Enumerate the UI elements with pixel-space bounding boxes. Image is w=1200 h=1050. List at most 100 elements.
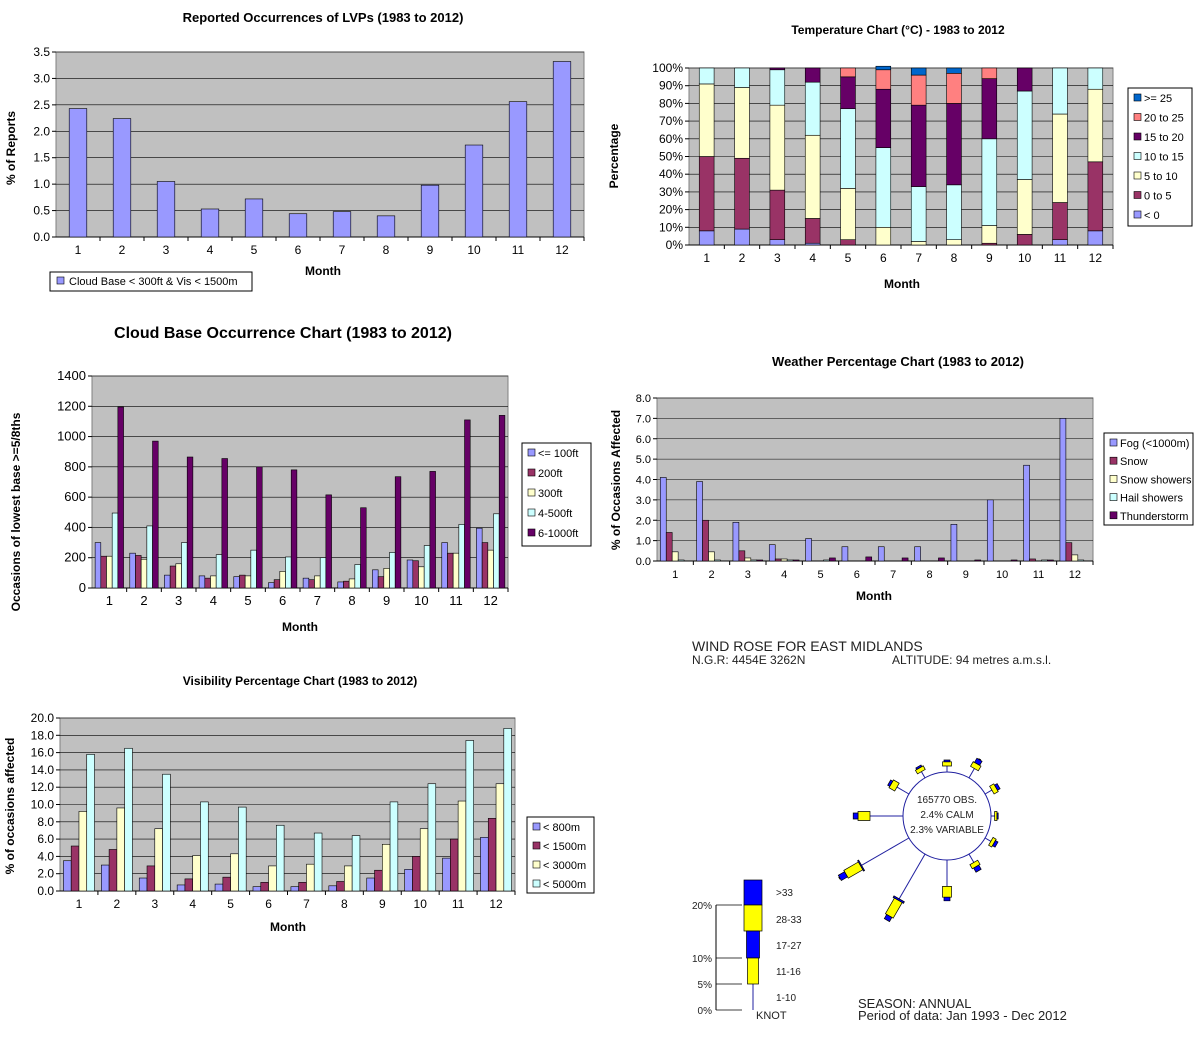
temp-y-axis-label: Percentage: [607, 123, 621, 188]
weather-y-axis-label: % of Occasions Affected: [609, 410, 623, 550]
temp-bar: [698, 156, 715, 232]
scale-tick-label: 10%: [692, 954, 712, 965]
vis-y-tick-label: 6.0: [37, 832, 54, 846]
temp-x-tick-label: 10: [1018, 251, 1032, 265]
cloud-bar: [279, 571, 286, 589]
wind-rose-bar-segment: [857, 811, 871, 821]
temp-x-tick-label: 4: [809, 251, 816, 265]
cloud-bar: [383, 568, 390, 589]
wind-rose-bar-segment: [888, 779, 900, 792]
cloud-bar: [221, 458, 228, 589]
lvp-x-tick-label: 12: [555, 243, 569, 257]
cloud-bar: [106, 555, 113, 589]
vis-bar: [389, 801, 399, 892]
vis-y-tick-label: 16.0: [31, 746, 55, 760]
vis-x-tick-label: 8: [341, 897, 348, 911]
vis-bar: [162, 773, 171, 892]
cloud-x-tick-label: 2: [140, 593, 147, 608]
weather-legend-label: Fog (<1000m): [1120, 438, 1189, 450]
wind-rose-bar-segment: [991, 840, 999, 848]
weather-bar: [677, 559, 685, 562]
cloud-bar: [412, 560, 419, 589]
lvp-y-tick-label: 3.0: [33, 71, 50, 85]
cloud-bar: [308, 579, 315, 589]
cloud-x-tick-label: 6: [279, 593, 286, 608]
cloud-bar: [389, 552, 396, 589]
vis-bar: [276, 824, 285, 892]
vis-bar: [450, 838, 459, 892]
lvp-bar: [332, 211, 352, 238]
temp-bar: [1052, 239, 1068, 246]
cloud-legend-label: 4-500ft: [538, 508, 572, 520]
wind-rose-center-text: 165770 OBS.: [917, 795, 977, 806]
weather-bar: [671, 551, 679, 562]
cloud-bar: [164, 574, 171, 589]
weather-bar: [702, 519, 709, 562]
lvp-bar: [508, 101, 528, 238]
weather-bar: [805, 538, 812, 562]
vis-x-tick-label: 5: [227, 897, 234, 911]
cloud-bar: [487, 549, 494, 589]
vis-y-tick-label: 2.0: [37, 867, 54, 881]
cloud-bar: [239, 574, 246, 589]
vis-bar: [176, 884, 186, 892]
weather-x-tick-label: 3: [745, 569, 751, 581]
weather-legend: [1103, 432, 1194, 526]
wind-rose-spoke: [984, 789, 993, 795]
vis-bar: [116, 807, 125, 892]
temp-bar: [840, 188, 856, 240]
vis-x-tick-label: 11: [452, 897, 465, 911]
vis-bar: [480, 837, 489, 892]
weather-bar: [1071, 554, 1079, 562]
temp-bar: [875, 69, 892, 90]
temperature-chart: Temperature Chart (°C) - 1983 to 2012 0% 1…: [607, 23, 1193, 291]
vis-x-tick-label: 7: [303, 897, 310, 911]
cloud-y-tick-label: 1000: [57, 429, 86, 444]
temp-legend-swatch: [1133, 132, 1142, 141]
vis-y-axis-label: % of occasions affected: [3, 738, 17, 875]
vis-y-tick-label: 4.0: [37, 849, 54, 863]
temp-bar: [910, 241, 927, 246]
cloud-bar: [175, 563, 182, 589]
weather-y-tick-label: 2.0: [636, 515, 651, 527]
temp-bar: [840, 108, 856, 189]
cloud-legend-swatch: [527, 488, 536, 497]
vis-legend-label: < 1500m: [543, 841, 586, 853]
weather-bar: [1077, 559, 1085, 562]
temp-y-tick-label: 80%: [659, 96, 683, 110]
weather-bar: [768, 544, 776, 562]
lvp-x-tick-label: 7: [339, 243, 346, 257]
weather-bar: [744, 557, 752, 562]
temp-bar: [946, 67, 962, 74]
lvp-y-tick-label: 3.5: [33, 45, 50, 59]
lvp-legend-label: Cloud Base < 300ft & Vis < 1500m: [69, 276, 238, 288]
vis-x-tick-label: 4: [189, 897, 196, 911]
cloud-bar: [452, 552, 460, 589]
vis-bar: [290, 886, 299, 892]
temp-legend-label: 5 to 10: [1144, 171, 1178, 183]
cloud-bar: [186, 456, 194, 589]
lvp-y-tick-label: 1.0: [33, 177, 50, 191]
vis-bar: [268, 865, 277, 892]
wind-rose-bar-segment: [887, 779, 894, 787]
lvp-x-tick-label: 1: [75, 243, 82, 257]
temp-bar: [1087, 161, 1104, 232]
lvp-x-tick-label: 3: [163, 243, 170, 257]
vis-bar: [366, 877, 375, 892]
wind-rose-bar-segment: [892, 895, 905, 904]
wind-rose-bar-segment: [989, 783, 999, 795]
weather-x-tick-label: 4: [781, 569, 787, 581]
wind-rose-bar-segment: [988, 836, 997, 848]
lvp-x-tick-label: 6: [295, 243, 302, 257]
cloud-x-tick-label: 8: [348, 593, 355, 608]
weather-bar: [732, 521, 740, 562]
vis-bar: [86, 754, 95, 892]
vis-bar: [336, 881, 345, 892]
weather-x-axis-label: Month: [856, 589, 892, 603]
temp-bar: [910, 67, 927, 76]
temp-x-tick-label: 1: [703, 251, 710, 265]
weather-x-tick-label: 7: [890, 569, 896, 581]
cloud-x-tick-label: 4: [210, 593, 217, 608]
cloud-y-tick-label: 800: [64, 459, 86, 474]
temp-bar: [840, 239, 856, 246]
